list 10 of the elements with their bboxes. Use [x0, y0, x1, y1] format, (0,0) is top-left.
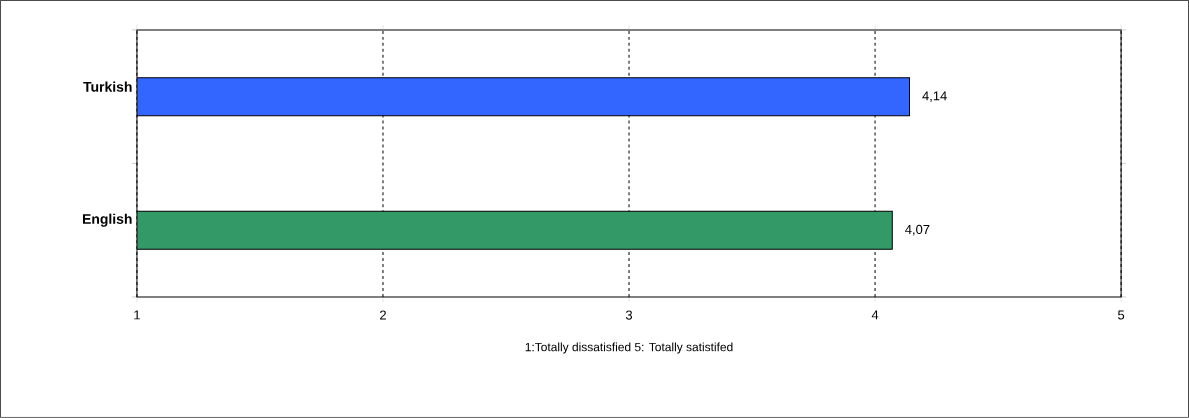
x-axis-title: 1:Totally dissatisfied 5: Totally satistifed — [525, 342, 733, 354]
x-tick-label: 5 — [1118, 310, 1125, 320]
data-label: 4,14 — [922, 91, 947, 103]
x-tick-label: 4 — [871, 310, 879, 320]
x-tick-label: 2 — [380, 310, 386, 320]
y-tick-label: English — [82, 213, 132, 227]
x-tick-label: 3 — [625, 310, 633, 320]
y-tick-label: Turkish — [83, 81, 132, 92]
data-label: 4,07 — [905, 224, 930, 236]
x-tick-label: 1 — [134, 310, 140, 320]
